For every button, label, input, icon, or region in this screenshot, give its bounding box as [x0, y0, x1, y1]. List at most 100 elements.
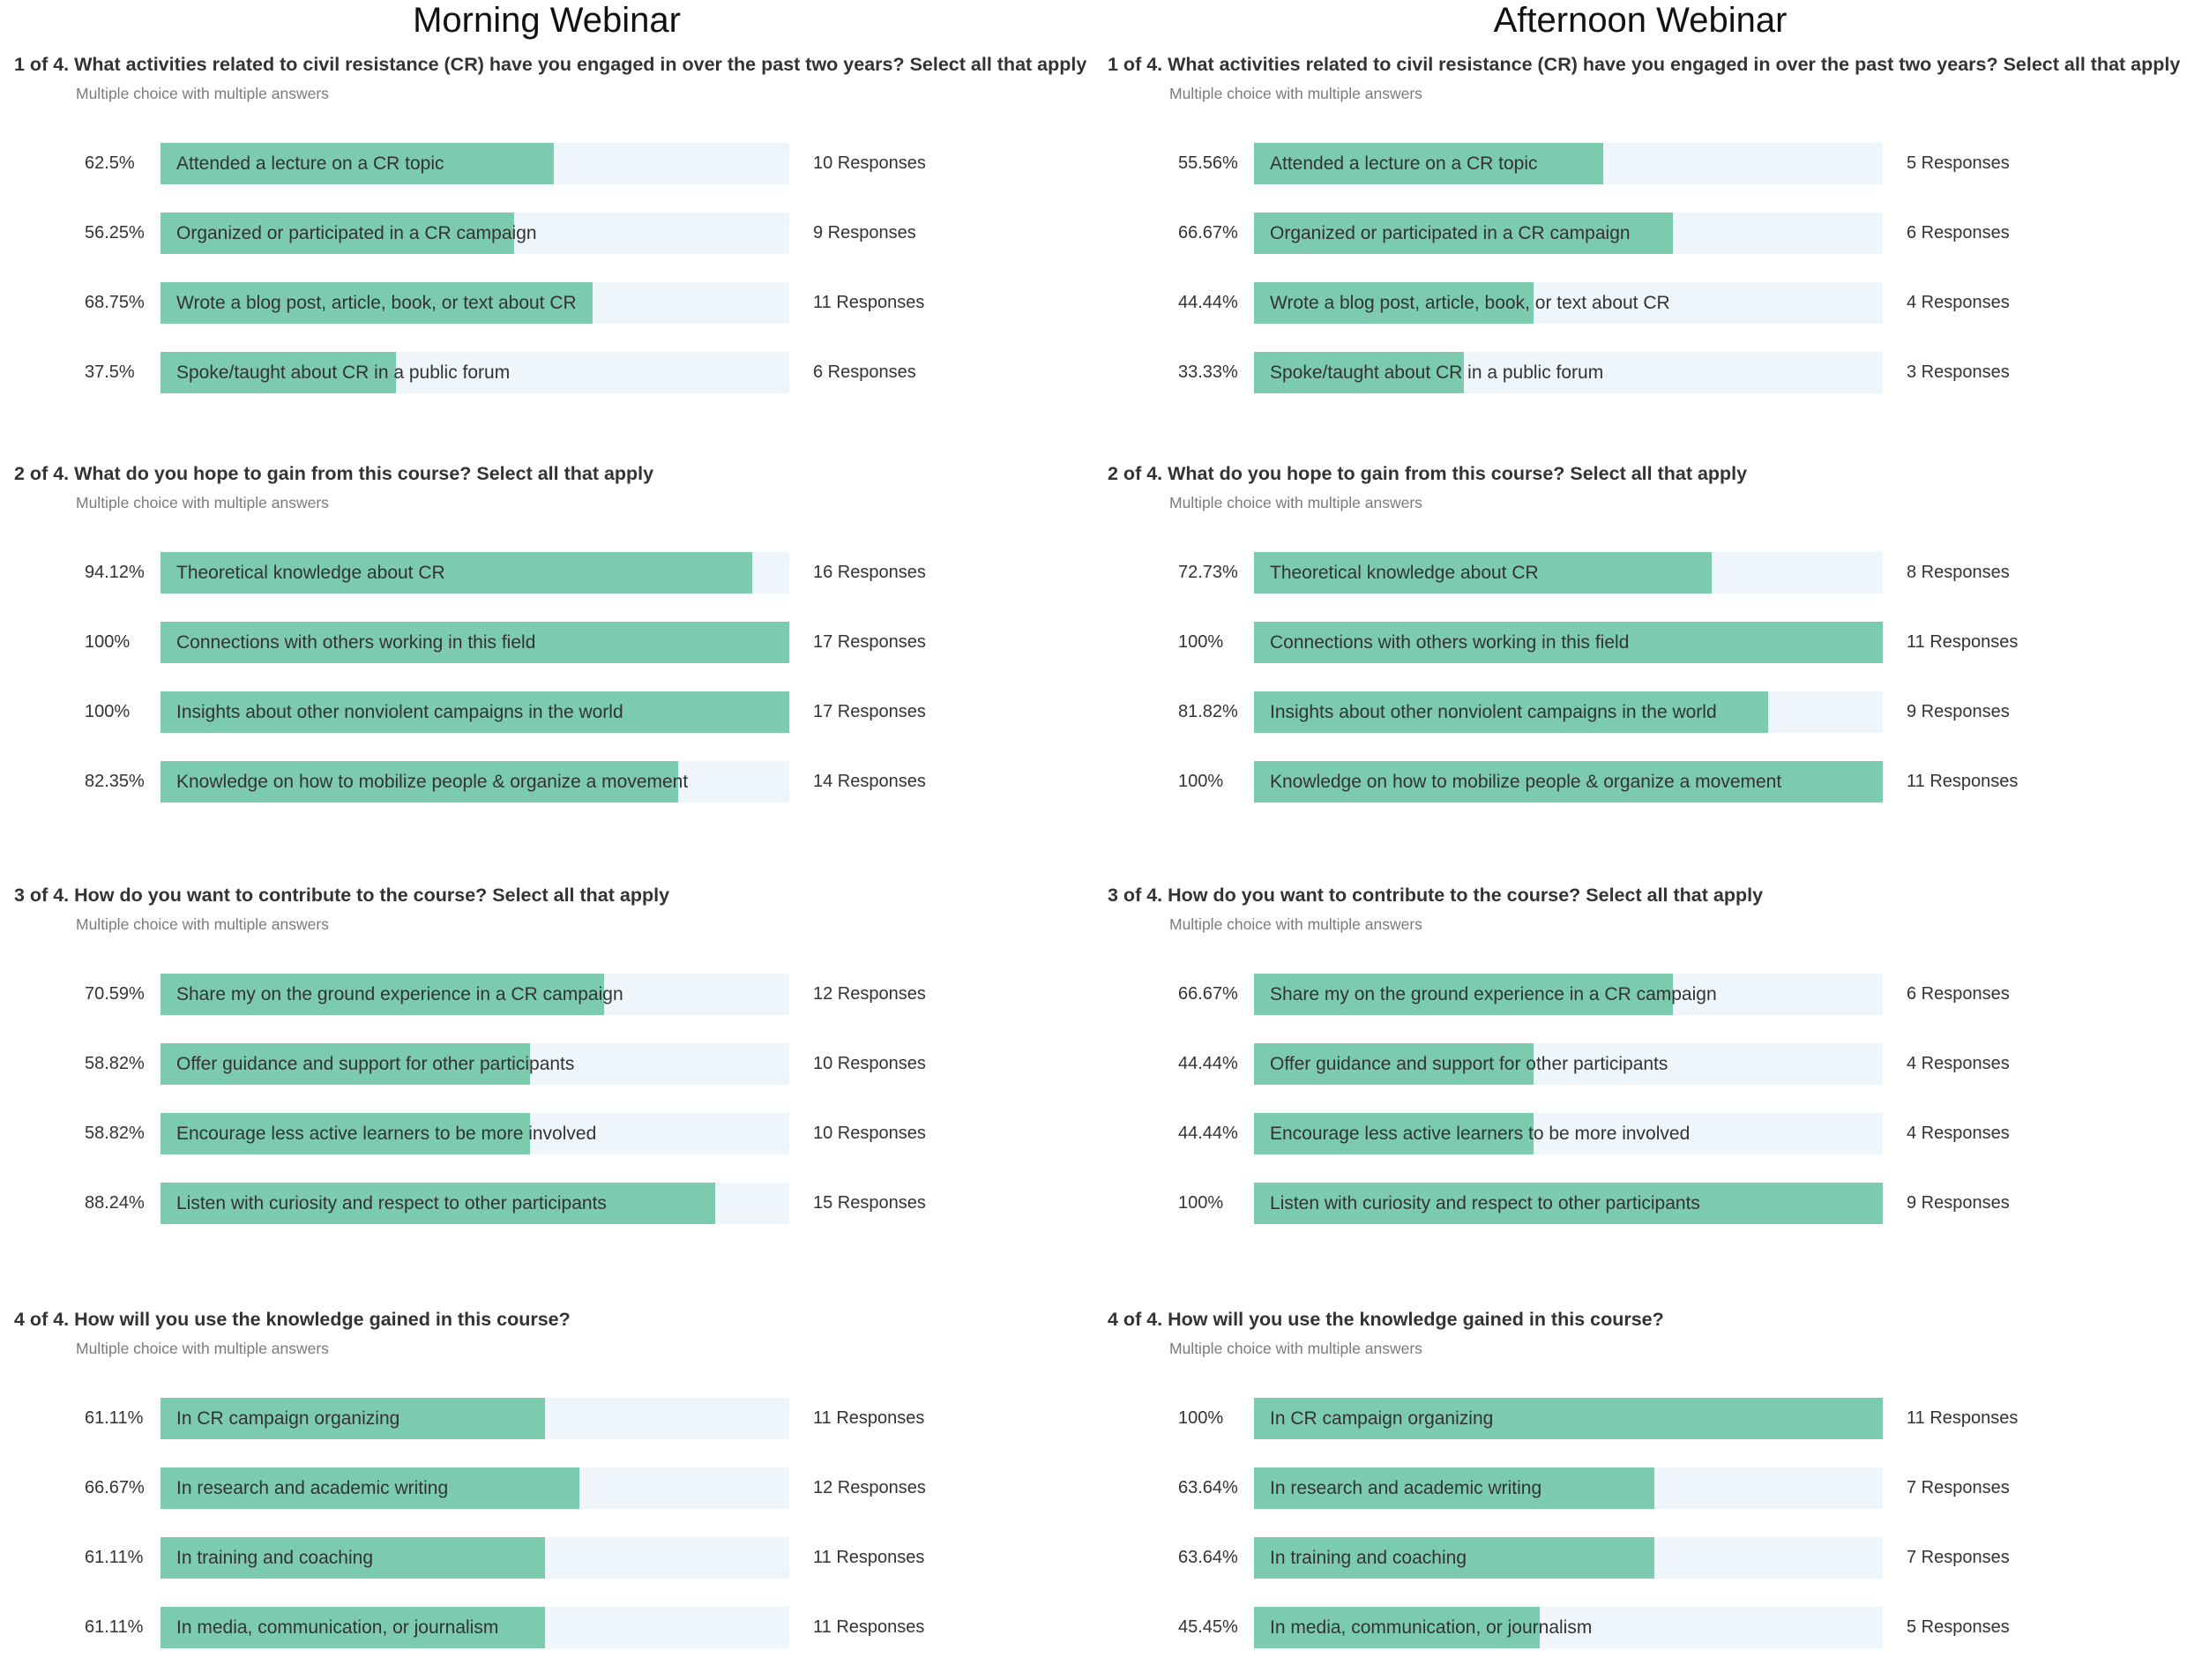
response-count: 10 Responses [813, 153, 926, 173]
question-subtitle: Multiple choice with multiple answers [1169, 915, 1422, 933]
answer-row: 66.67% In research and academic writing 12… [14, 1467, 1081, 1509]
answer-label: Attended a lecture on a CR topic [176, 153, 444, 174]
bar-track: Encourage less active learners to be mor… [1254, 1113, 1883, 1154]
answer-label: Spoke/taught about CR in a public forum [176, 362, 511, 383]
answer-row: 61.11% In training and coaching 11 Respons… [14, 1537, 1081, 1579]
question-title: 3 of 4. How do you want to contribute to… [14, 885, 670, 906]
bar-track: Connections with others working in this … [160, 622, 789, 663]
answer-row: 70.59% Share my on the ground experience … [14, 974, 1081, 1015]
bar-track: In research and academic writing [1254, 1467, 1883, 1509]
bar-track: Knowledge on how to mobilize people & or… [1254, 761, 1883, 803]
answer-row: 58.82% Encourage less active learners to … [14, 1113, 1081, 1154]
percent-label: 100% [1178, 1408, 1224, 1428]
answer-label: In training and coaching [1270, 1548, 1467, 1568]
answer-row: 100% Insights about other nonviolent camp… [14, 691, 1081, 733]
bar-fill [1254, 213, 1674, 254]
answer-label: Insights about other nonviolent campaign… [1270, 702, 1717, 722]
answer-label: In media, communication, or journalism [176, 1617, 499, 1638]
bar-fill [160, 622, 789, 663]
response-count: 5 Responses [1907, 1617, 2010, 1637]
answer-label: In training and coaching [176, 1548, 373, 1568]
answer-row: 72.73% Theoretical knowledge about CR 8 Re… [1108, 552, 2175, 594]
bar-fill [1254, 1467, 1654, 1509]
bar-fill [1254, 1537, 1654, 1579]
bar-fill [1254, 974, 1674, 1015]
answer-row: 44.44% Wrote a blog post, article, book, … [1108, 282, 2175, 324]
response-count: 11 Responses [813, 1617, 925, 1637]
bar-fill [1254, 622, 1883, 663]
bar-fill [160, 761, 679, 803]
answer-row: 68.75% Wrote a blog post, article, book, … [14, 282, 1081, 324]
bar-track: In CR campaign organizing [160, 1398, 789, 1439]
answer-row: 81.82% Insights about other nonviolent ca… [1108, 691, 2175, 733]
bar-fill [1254, 1043, 1534, 1085]
percent-label: 55.56% [1178, 153, 1238, 173]
response-count: 9 Responses [813, 223, 916, 243]
response-count: 15 Responses [813, 1193, 926, 1213]
bar-track: Spoke/taught about CR in a public forum [1254, 352, 1883, 393]
response-count: 9 Responses [1907, 702, 2010, 721]
answer-row: 55.56% Attended a lecture on a CR topic 5 … [1108, 143, 2175, 184]
bar-track: Attended a lecture on a CR topic [1254, 143, 1883, 184]
answer-row: 100% Listen with curiosity and respect to… [1108, 1183, 2175, 1224]
bar-fill [160, 213, 515, 254]
response-count: 7 Responses [1907, 1478, 2010, 1497]
response-count: 4 Responses [1907, 1124, 2010, 1143]
response-count: 11 Responses [1907, 632, 2019, 652]
bar-track: Offer guidance and support for other par… [160, 1043, 789, 1085]
answer-list: 100% In CR campaign organizing 11 Response… [1108, 1398, 2175, 1648]
answer-label: Theoretical knowledge about CR [176, 563, 445, 583]
answer-list: 62.5% Attended a lecture on a CR topic 10 … [14, 143, 1081, 393]
response-count: 11 Responses [813, 1548, 925, 1567]
bar-track: Theoretical knowledge about CR [160, 552, 789, 594]
percent-label: 100% [1178, 632, 1224, 652]
answer-label: In CR campaign organizing [176, 1408, 400, 1429]
answer-row: 61.11% In CR campaign organizing 11 Respon… [14, 1398, 1081, 1439]
response-count: 6 Responses [1907, 223, 2010, 243]
question-subtitle: Multiple choice with multiple answers [76, 915, 329, 933]
answer-list: 55.56% Attended a lecture on a CR topic 5 … [1108, 143, 2175, 393]
answer-label: Theoretical knowledge about CR [1270, 563, 1539, 583]
response-count: 4 Responses [1907, 1054, 2010, 1073]
answer-row: 56.25% Organized or participated in a CR … [14, 213, 1081, 254]
bar-track: Insights about other nonviolent campaign… [160, 691, 789, 733]
bar-track: Encourage less active learners to be mor… [160, 1113, 789, 1154]
question-block: 4 of 4. How will you use the knowledge g… [1108, 1304, 2175, 1676]
answer-label: In research and academic writing [176, 1478, 449, 1498]
response-count: 9 Responses [1907, 1193, 2010, 1213]
answer-label: Organized or participated in a CR campai… [176, 223, 537, 243]
bar-fill [1254, 1183, 1883, 1224]
bar-track: Listen with curiosity and respect to oth… [160, 1183, 789, 1224]
bar-track: Attended a lecture on a CR topic [160, 143, 789, 184]
question-block: 3 of 4. How do you want to contribute to… [1108, 880, 2175, 1252]
answer-label: In media, communication, or journalism [1270, 1617, 1593, 1638]
response-count: 14 Responses [813, 772, 926, 791]
question-title: 2 of 4. What do you hope to gain from th… [14, 463, 654, 484]
bar-track: Wrote a blog post, article, book, or tex… [160, 282, 789, 324]
percent-label: 81.82% [1178, 702, 1238, 721]
bar-track: Knowledge on how to mobilize people & or… [160, 761, 789, 803]
bar-fill [160, 552, 753, 594]
bar-track: In CR campaign organizing [1254, 1398, 1883, 1439]
question-title: 2 of 4. What do you hope to gain from th… [1108, 463, 1748, 484]
answer-row: 100% Connections with others working in t… [14, 622, 1081, 663]
percent-label: 61.11% [85, 1548, 144, 1567]
answer-row: 45.45% In media, communication, or journa… [1108, 1607, 2175, 1648]
question-block: 2 of 4. What do you hope to gain from th… [1108, 459, 2175, 831]
response-count: 11 Responses [1907, 772, 2019, 791]
bar-track: In media, communication, or journalism [1254, 1607, 1883, 1648]
percent-label: 63.64% [1178, 1548, 1238, 1567]
bar-track: Offer guidance and support for other par… [1254, 1043, 1883, 1085]
question-title: 4 of 4. How will you use the knowledge g… [1108, 1309, 1664, 1330]
answer-list: 72.73% Theoretical knowledge about CR 8 Re… [1108, 552, 2175, 803]
question-title: 1 of 4. What activities related to civil… [1108, 54, 2181, 75]
bar-track: Listen with curiosity and respect to oth… [1254, 1183, 1883, 1224]
bar-track: Theoretical knowledge about CR [1254, 552, 1883, 594]
answer-row: 66.67% Organized or participated in a CR … [1108, 213, 2175, 254]
percent-label: 62.5% [85, 153, 135, 173]
answer-label: Attended a lecture on a CR topic [1270, 153, 1538, 174]
response-count: 17 Responses [813, 632, 926, 652]
bar-fill [160, 1183, 716, 1224]
percent-label: 82.35% [85, 772, 145, 791]
response-count: 8 Responses [1907, 563, 2010, 582]
